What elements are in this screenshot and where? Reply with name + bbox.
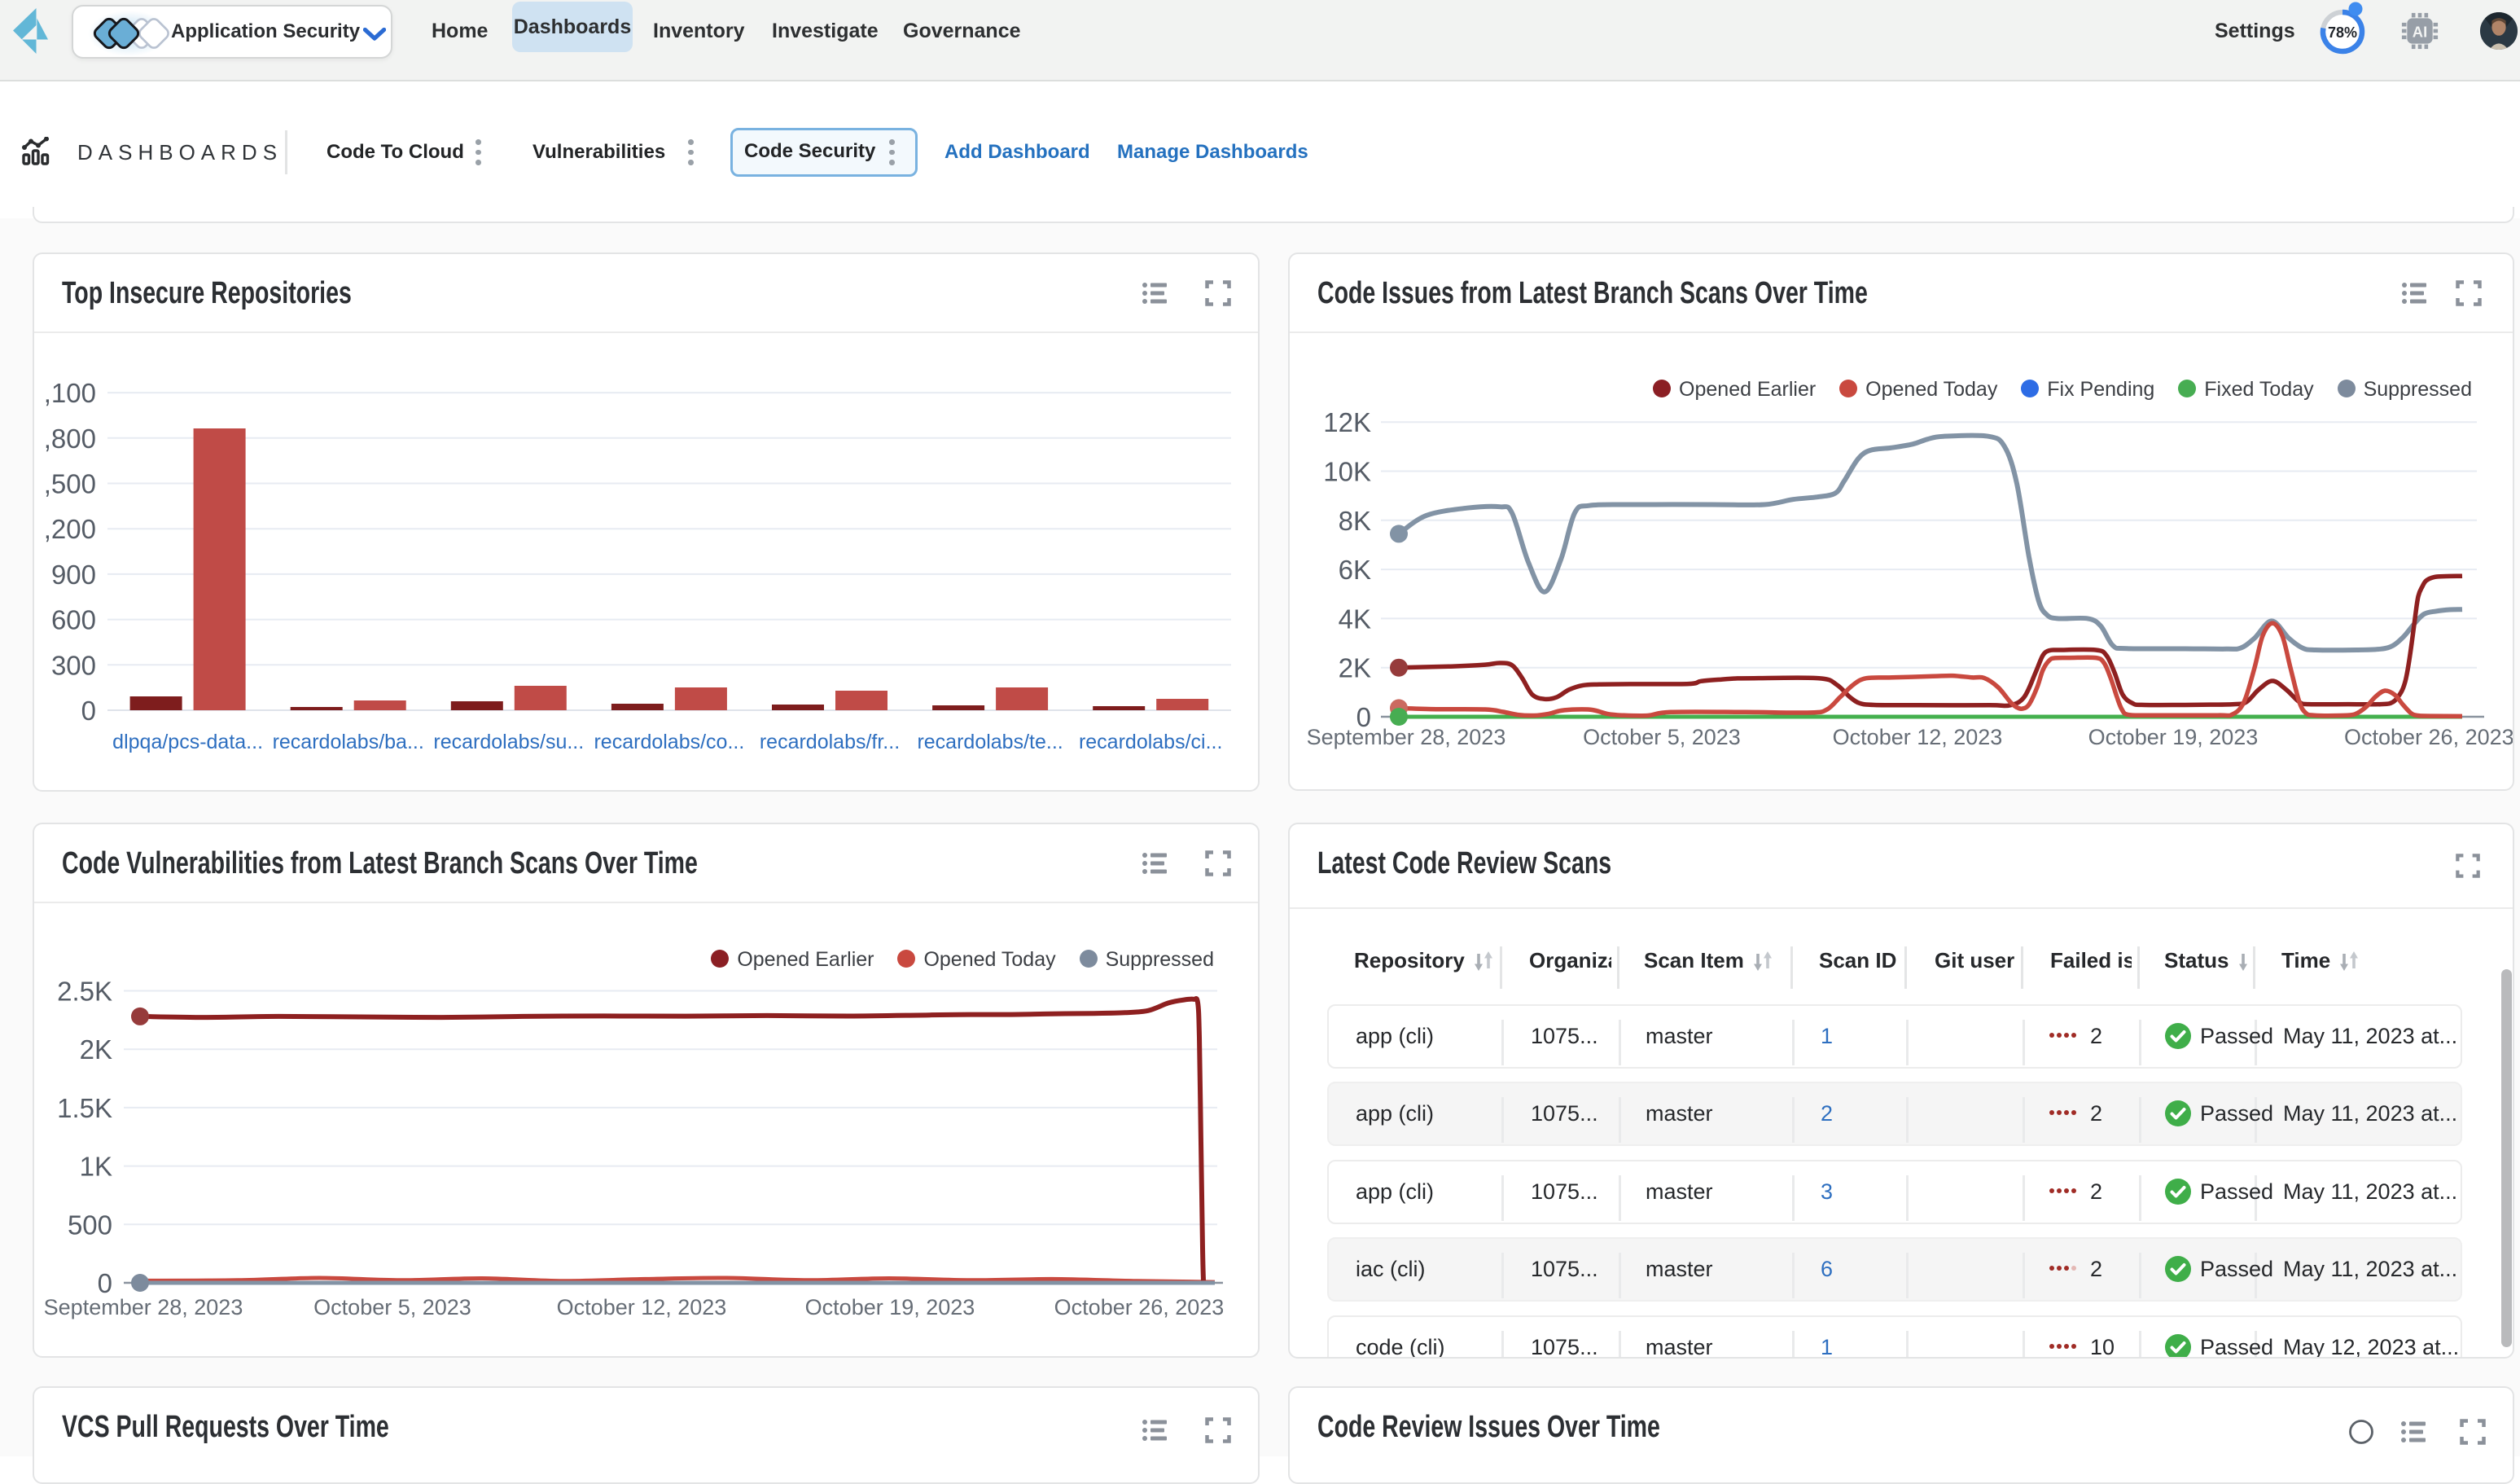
svg-text:0: 0 xyxy=(81,696,96,726)
svg-text:recardolabs/ba...: recardolabs/ba... xyxy=(273,731,424,753)
svg-text:,800: ,800 xyxy=(44,424,96,454)
svg-text:0: 0 xyxy=(1356,702,1371,732)
svg-text:300: 300 xyxy=(51,650,96,680)
svg-text:AI: AI xyxy=(2413,23,2427,40)
svg-text:recardolabs/su...: recardolabs/su... xyxy=(433,731,584,753)
svg-text:,500: ,500 xyxy=(44,469,96,499)
svg-text:2K: 2K xyxy=(80,1034,112,1065)
svg-text:recardolabs/te...: recardolabs/te... xyxy=(917,731,1063,753)
svg-text:8K: 8K xyxy=(1339,506,1371,536)
svg-text:recardolabs/co...: recardolabs/co... xyxy=(594,731,744,753)
svg-text:2K: 2K xyxy=(1339,653,1371,683)
svg-text:recardolabs/ci...: recardolabs/ci... xyxy=(1079,731,1222,753)
svg-text:recardolabs/fr...: recardolabs/fr... xyxy=(760,731,900,753)
svg-text:900: 900 xyxy=(51,560,96,590)
svg-text:2.5K: 2.5K xyxy=(57,977,112,1007)
svg-text:dlpqa/pcs-data...: dlpqa/pcs-data... xyxy=(112,731,263,753)
svg-text:1.5K: 1.5K xyxy=(57,1093,112,1123)
svg-text:,200: ,200 xyxy=(44,514,96,544)
svg-text:0: 0 xyxy=(98,1268,112,1298)
svg-text:6K: 6K xyxy=(1339,555,1371,585)
svg-text:,100: ,100 xyxy=(44,378,96,408)
svg-text:600: 600 xyxy=(51,605,96,635)
svg-text:10K: 10K xyxy=(1323,457,1371,487)
svg-text:78%: 78% xyxy=(2328,24,2357,41)
svg-text:4K: 4K xyxy=(1339,604,1371,634)
svg-text:500: 500 xyxy=(68,1210,112,1240)
svg-text:1K: 1K xyxy=(80,1152,112,1182)
svg-text:12K: 12K xyxy=(1323,407,1371,437)
